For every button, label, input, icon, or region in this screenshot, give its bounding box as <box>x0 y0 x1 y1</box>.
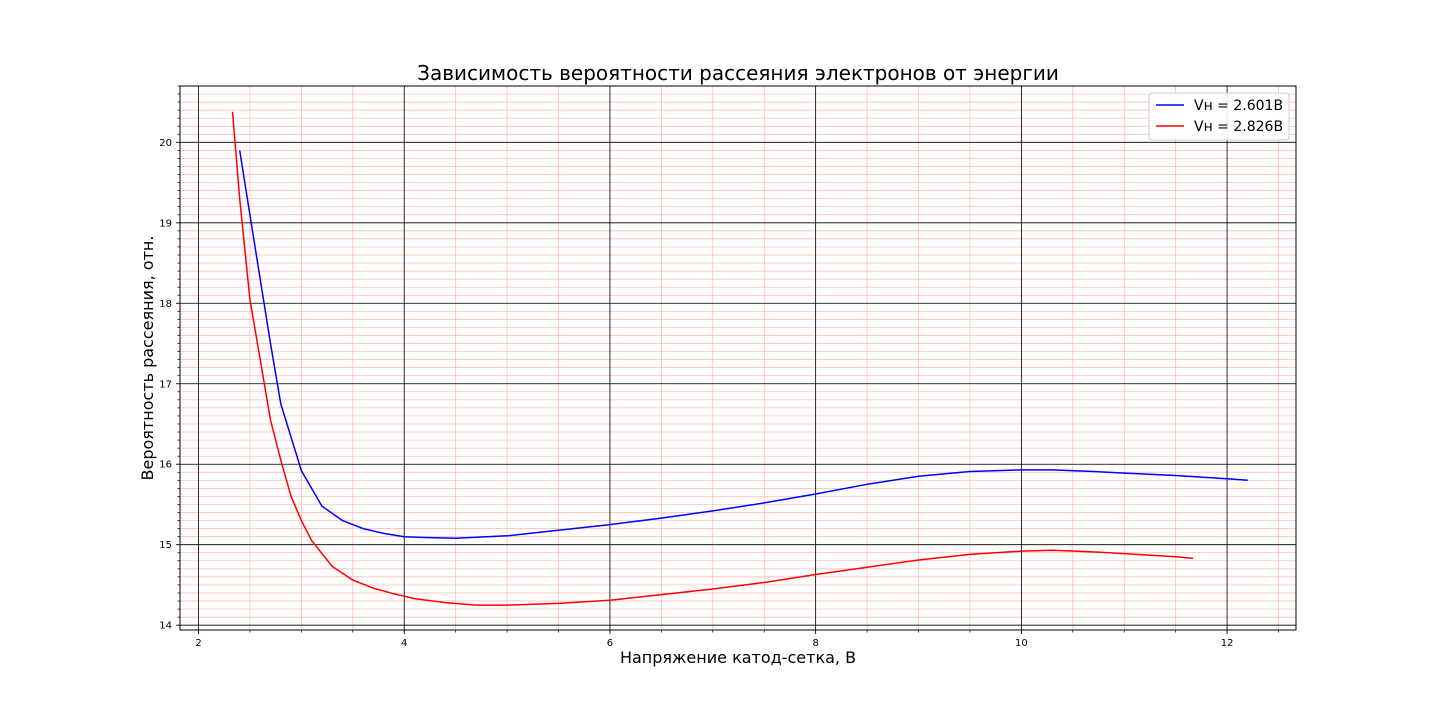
y-tick-label: 14 <box>159 621 172 632</box>
x-tick-label: 4 <box>401 638 407 649</box>
legend-label-series-2: Vн = 2.826В <box>1194 119 1283 135</box>
y-tick-label: 18 <box>159 299 172 310</box>
y-axis-label: Вероятность рассеяния, отн. <box>138 236 157 481</box>
x-tick-label: 12 <box>1221 638 1234 649</box>
x-tick-label: 2 <box>195 638 201 649</box>
series-line-1 <box>238 150 1248 540</box>
minor-grid <box>180 85 1296 630</box>
chart-title: Зависимость вероятности рассеяния электр… <box>417 61 1059 85</box>
y-tick-label: 19 <box>159 218 172 229</box>
x-tick-label: 10 <box>1015 638 1028 649</box>
series-layer <box>231 111 1248 606</box>
legend-label-series-1: Vн = 2.601В <box>1194 98 1283 114</box>
major-grid <box>180 86 1296 630</box>
y-tick-label: 15 <box>159 540 172 551</box>
series-line-2 <box>231 111 1194 606</box>
axis-ticks: 2 4 6 8 10 12 14 15 16 17 18 19 20 <box>159 85 1279 649</box>
x-tick-label: 6 <box>607 638 613 649</box>
legend: Vн = 2.601В Vн = 2.826В <box>1148 92 1290 141</box>
x-axis-label: Напряжение катод-сетка, В <box>620 648 856 667</box>
y-tick-label: 17 <box>159 379 172 390</box>
plot-frame <box>179 85 1297 631</box>
x-tick-label: 8 <box>812 638 818 649</box>
y-tick-label: 20 <box>159 138 172 149</box>
y-tick-label: 16 <box>159 460 172 471</box>
